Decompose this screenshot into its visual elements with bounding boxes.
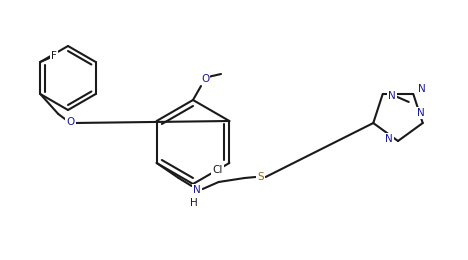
Text: O: O: [66, 117, 74, 127]
Text: S: S: [257, 172, 264, 182]
Text: N: N: [418, 84, 426, 94]
Text: Cl: Cl: [212, 165, 223, 175]
Text: N: N: [193, 185, 200, 195]
Text: N: N: [417, 108, 424, 118]
Text: N: N: [388, 91, 395, 101]
Text: N: N: [385, 134, 393, 144]
Text: O: O: [201, 74, 209, 84]
Text: H: H: [190, 198, 197, 208]
Text: F: F: [51, 51, 57, 61]
